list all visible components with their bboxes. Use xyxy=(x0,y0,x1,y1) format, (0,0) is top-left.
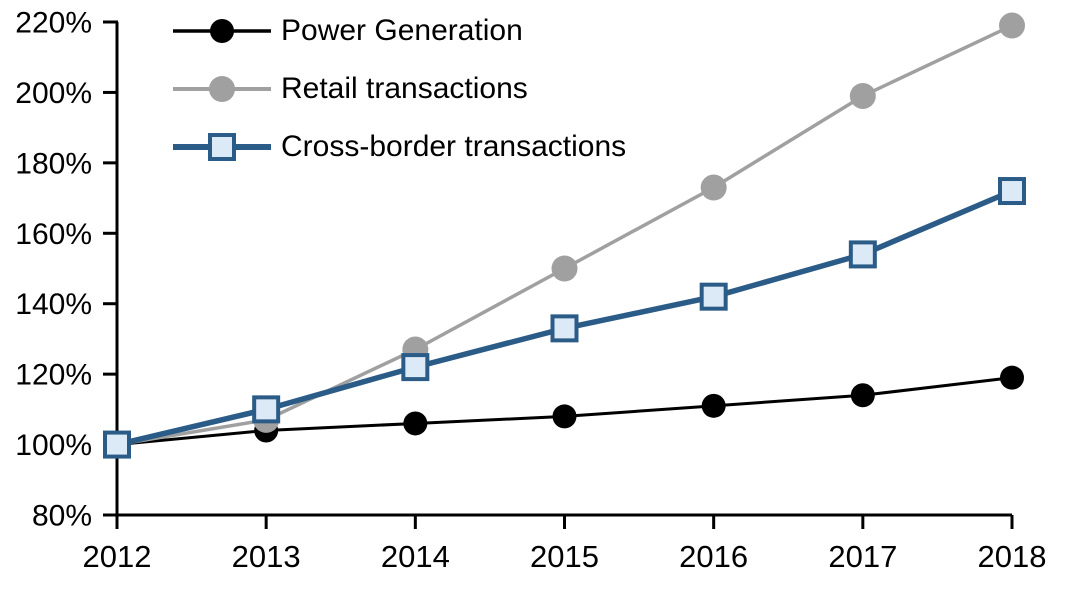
series-marker-cross-border-transactions xyxy=(252,395,281,424)
legend-label: Retail transactions xyxy=(281,72,528,105)
y-axis-tick-label: 220% xyxy=(15,7,92,40)
x-axis-tick-label: 2017 xyxy=(828,539,897,574)
x-axis-tick-label: 2015 xyxy=(530,539,599,574)
x-axis-tick-label: 2018 xyxy=(978,539,1047,574)
series-marker-cross-border-transactions xyxy=(998,177,1026,206)
legend-label: Power Generation xyxy=(281,14,523,47)
power-generation-legend-marker xyxy=(173,19,271,43)
x-axis-tick-label: 2013 xyxy=(232,539,301,574)
y-axis-tick-label: 120% xyxy=(15,359,92,392)
series-marker-cross-border-transactions xyxy=(848,240,877,269)
cross-border-transactions-legend-marker xyxy=(173,133,271,161)
y-axis-tick-label: 100% xyxy=(15,429,92,462)
y-axis-tick-label: 140% xyxy=(15,288,92,321)
legend-marker-retail-transactions xyxy=(209,76,235,102)
x-axis-tick-label: 2014 xyxy=(381,539,450,574)
legend-marker-cross-border-transactions xyxy=(208,133,236,161)
series-marker-power-generation xyxy=(552,404,577,429)
series-marker-power-generation xyxy=(701,393,726,418)
y-axis-tick-label: 80% xyxy=(32,500,92,533)
legend-marker-power-generation xyxy=(210,19,234,43)
series-marker-power-generation xyxy=(850,383,875,408)
x-axis-tick-label: 2012 xyxy=(83,539,152,574)
retail-transactions-legend-marker xyxy=(173,76,271,102)
series-marker-retail-transactions xyxy=(999,12,1025,39)
series-marker-cross-border-transactions xyxy=(699,282,728,311)
series-marker-cross-border-transactions xyxy=(103,430,131,459)
series-marker-retail-transactions xyxy=(551,255,578,282)
y-axis-tick-label: 200% xyxy=(15,77,92,110)
x-axis-tick-label: 2016 xyxy=(679,539,748,574)
legend-label: Cross-border transactions xyxy=(281,130,627,163)
series-marker-cross-border-transactions xyxy=(401,353,430,382)
series-marker-retail-transactions xyxy=(849,82,876,109)
series-marker-power-generation xyxy=(1000,365,1024,390)
legend: Power Generation Retail transactions Cro… xyxy=(172,2,626,176)
legend-item-retail-transactions: Retail transactions xyxy=(172,60,626,118)
series-marker-power-generation xyxy=(403,411,428,436)
legend-item-power-generation: Power Generation xyxy=(172,2,626,60)
series-marker-retail-transactions xyxy=(700,174,727,201)
y-axis-tick-label: 180% xyxy=(15,147,92,180)
y-axis-tick-label: 160% xyxy=(15,218,92,251)
legend-item-cross-border-transactions: Cross-border transactions xyxy=(172,118,626,176)
series-marker-cross-border-transactions xyxy=(550,314,579,343)
